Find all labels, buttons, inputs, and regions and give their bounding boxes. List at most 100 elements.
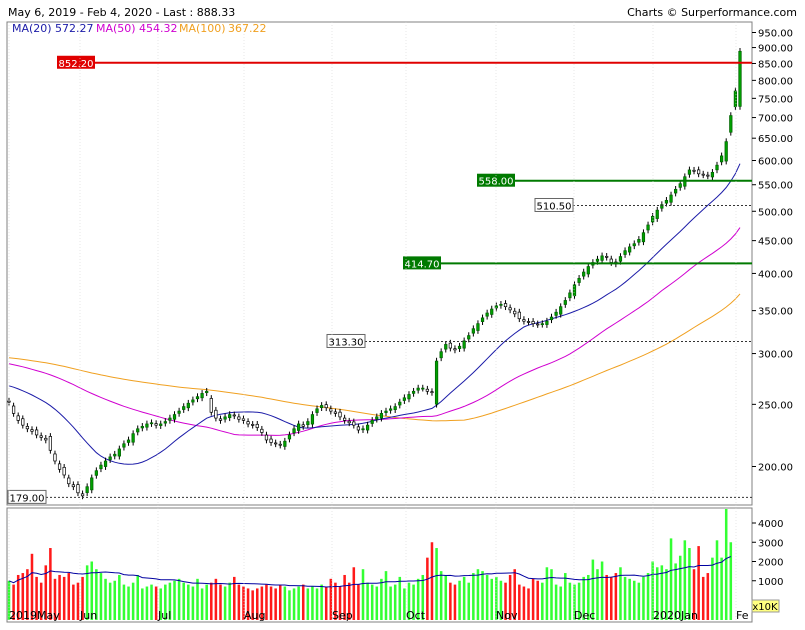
candle-up [140, 426, 144, 429]
volume-bar-down [453, 584, 457, 620]
ma20-legend-value: 572.27 [55, 22, 94, 35]
candle-up [687, 169, 692, 175]
volume-bar-up [398, 576, 402, 620]
volume-axis: 4000 3000 2000 1000 x10K [751, 519, 783, 613]
level-label: 414.70 [405, 259, 440, 270]
volume-bar-up [311, 586, 314, 620]
candle-up [715, 164, 719, 171]
volume-bar-up [131, 582, 135, 620]
volume-bar-up [182, 582, 185, 620]
candle-down [48, 436, 52, 451]
level-label-box [403, 256, 441, 270]
volume-bar-down [605, 574, 608, 620]
volume-bar-down [701, 576, 705, 620]
volume-bar-up [306, 588, 310, 620]
volume-bar-up [150, 584, 153, 620]
volume-bar-up [7, 580, 11, 620]
price-axis: 950.00 900.00 850.00 800.00 750.00 700.00 650.… [752, 29, 793, 474]
candle-down [605, 256, 609, 258]
volume-bar-up [366, 582, 369, 620]
candle-up [710, 172, 715, 178]
candle-up [306, 421, 310, 426]
candle-up [182, 406, 186, 410]
candle-up [379, 413, 384, 419]
volume-bar-down [58, 574, 61, 620]
candle-up [485, 312, 489, 317]
volume-bar-down [30, 553, 34, 620]
volume-bar-up [168, 582, 172, 620]
candle-down [609, 258, 613, 263]
volume-bar-down [67, 573, 71, 620]
candle-up [600, 255, 604, 261]
volume-bar-down [269, 586, 273, 620]
candle-down [218, 418, 223, 421]
candle-down [232, 414, 236, 417]
volume-bar-down [39, 582, 43, 620]
ma50-line [8, 227, 741, 436]
volume-bar-down [430, 542, 434, 620]
volume-bar-up [490, 578, 494, 620]
volume-bar-up [545, 567, 549, 620]
volume-bar-down [343, 574, 346, 620]
candle-up [660, 204, 664, 209]
volume-bar-down [329, 578, 333, 620]
volume-bar-down [334, 582, 337, 620]
volume-bar-up [145, 586, 149, 620]
volume-bar-up [646, 573, 650, 620]
volume-bar-up [200, 588, 204, 620]
candle-up [90, 477, 94, 491]
level-label-box [534, 197, 574, 212]
time-tick-label: Oct [406, 609, 426, 622]
candle-up [646, 224, 650, 231]
candle-up [729, 115, 733, 133]
volume-bar-down [338, 586, 342, 620]
volume-scale-box [751, 599, 780, 613]
candle-down [508, 307, 512, 311]
volume-bar-down [233, 576, 236, 620]
volume-bar-down [347, 582, 351, 620]
time-tick-label: Nov [496, 609, 518, 622]
volume-bar-up [297, 586, 300, 620]
volume-bar-up [95, 569, 98, 620]
candle-up [205, 390, 209, 394]
volume-bar-up [320, 584, 323, 620]
candle-down [67, 477, 71, 485]
candle-up [559, 306, 563, 315]
volume-bar-down [72, 584, 75, 620]
volume-bar-up [587, 574, 590, 620]
volume-bar-up [439, 571, 443, 620]
candle-up [375, 416, 379, 420]
candle-up [540, 323, 544, 326]
volume-bar-down [508, 574, 512, 620]
volume-bar-down [53, 578, 57, 620]
volume-bar-up [577, 582, 581, 620]
candle-up [320, 405, 324, 409]
volume-bar-down [154, 586, 158, 620]
volume-bar-down [21, 573, 25, 620]
candle-up [407, 394, 411, 400]
time-tick-label: Sep [332, 609, 353, 622]
candle-down [237, 416, 241, 420]
volume-bar-up [223, 586, 227, 620]
candle-down [16, 415, 20, 421]
candle-up [228, 414, 232, 419]
candle-down [71, 484, 75, 488]
volume-panel-frame [6, 507, 753, 623]
candle-down [522, 319, 526, 322]
volume-bar-up [173, 580, 176, 620]
candle-down [352, 421, 356, 426]
time-tick-label: Fe [736, 609, 749, 622]
candle-up [315, 408, 319, 413]
candle-up [85, 486, 89, 493]
volume-bar-up [655, 567, 659, 620]
volume-tick-label: 1000 [758, 577, 783, 588]
price-tick-label: 700.00 [758, 114, 793, 125]
level-label-box [7, 489, 47, 504]
candle-down [356, 426, 361, 431]
volume-bar-down [614, 573, 618, 620]
volume-bar-up [283, 586, 287, 620]
candle-down [343, 417, 347, 421]
price-tick-label: 350.00 [758, 307, 793, 318]
volume-bar-down [531, 578, 535, 620]
volume-bar-up [665, 569, 668, 620]
